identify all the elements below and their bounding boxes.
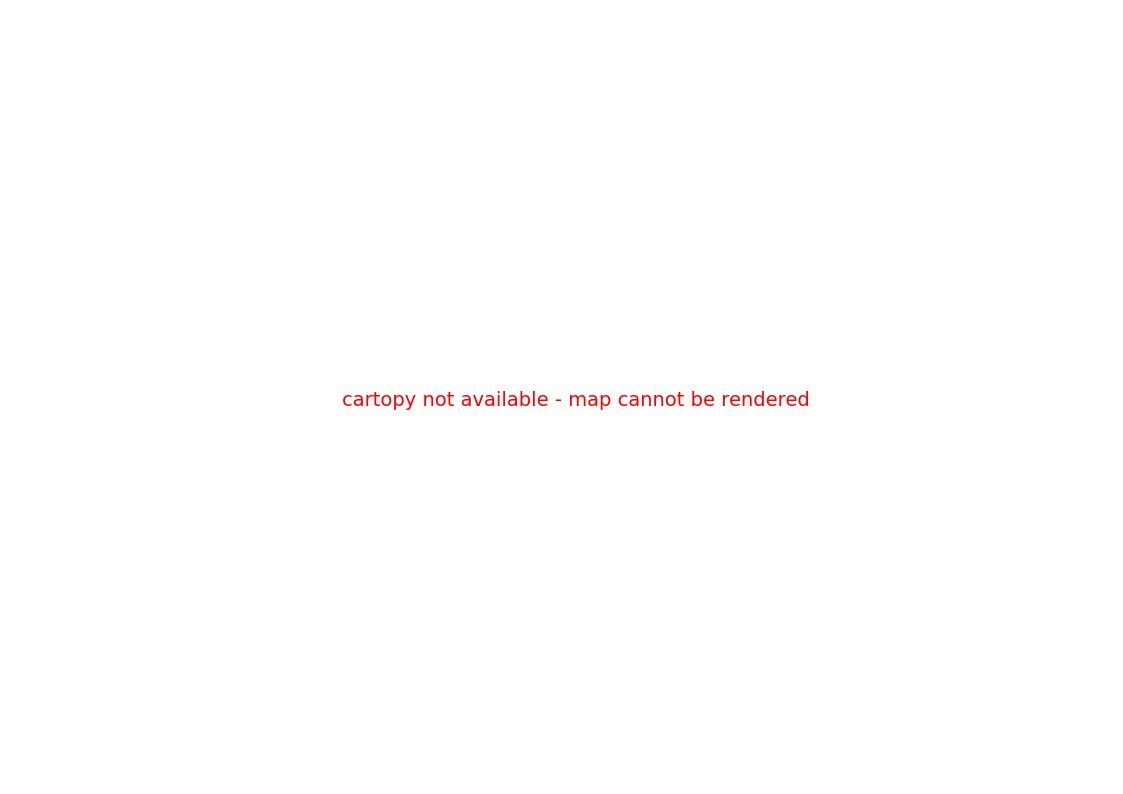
Text: cartopy not available - map cannot be rendered: cartopy not available - map cannot be re… [341,391,810,410]
